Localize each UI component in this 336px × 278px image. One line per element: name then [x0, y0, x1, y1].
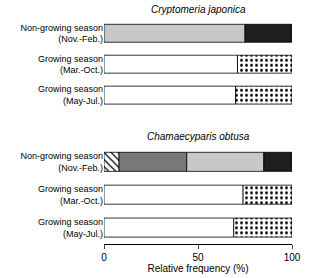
- svg-text:Chamaecyparis obtusa: Chamaecyparis obtusa: [147, 131, 250, 142]
- svg-text:Cryptomeria japonica: Cryptomeria japonica: [151, 4, 246, 15]
- svg-text:Growing season(Mar.-Oct.): Growing season(Mar.-Oct.): [38, 54, 103, 76]
- svg-text:Growing season(Mar.-Oct.): Growing season(Mar.-Oct.): [38, 184, 103, 206]
- svg-text:Growing season(May-Jul.): Growing season(May-Jul.): [38, 217, 103, 239]
- svg-text:Growing season(May-Jul.): Growing season(May-Jul.): [38, 84, 103, 106]
- svg-text:Non-growing season(Nov.-Feb.): Non-growing season(Nov.-Feb.): [20, 151, 103, 173]
- svg-text:0: 0: [101, 252, 107, 263]
- svg-text:Non-growing season(Nov.-Feb.): Non-growing season(Nov.-Feb.): [20, 23, 103, 45]
- svg-text:100: 100: [284, 252, 301, 263]
- svg-text:50: 50: [192, 252, 204, 263]
- svg-text:Relative frequency (%): Relative frequency (%): [147, 263, 248, 274]
